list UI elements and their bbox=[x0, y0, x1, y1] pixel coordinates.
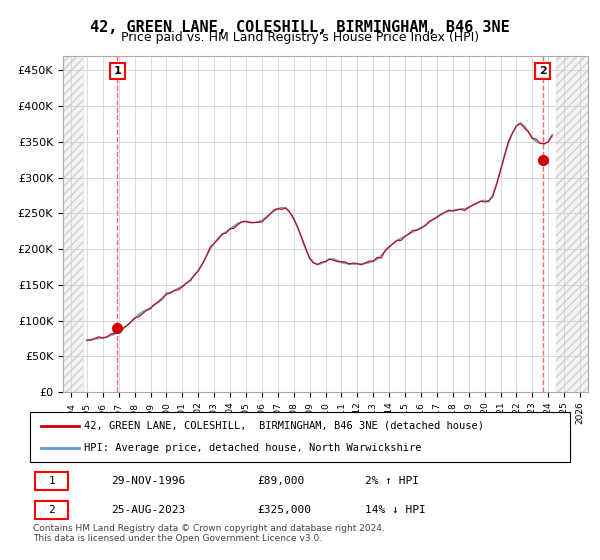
FancyBboxPatch shape bbox=[35, 501, 68, 519]
Text: 42, GREEN LANE, COLESHILL,  BIRMINGHAM, B46 3NE (detached house): 42, GREEN LANE, COLESHILL, BIRMINGHAM, B… bbox=[84, 421, 484, 431]
Text: 14% ↓ HPI: 14% ↓ HPI bbox=[365, 505, 425, 515]
FancyBboxPatch shape bbox=[35, 472, 68, 489]
Text: 2: 2 bbox=[539, 66, 547, 76]
Text: 1: 1 bbox=[113, 66, 121, 76]
Text: 25-AUG-2023: 25-AUG-2023 bbox=[111, 505, 185, 515]
Text: 1: 1 bbox=[48, 476, 55, 486]
Text: £325,000: £325,000 bbox=[257, 505, 311, 515]
Text: Contains HM Land Registry data © Crown copyright and database right 2024.
This d: Contains HM Land Registry data © Crown c… bbox=[33, 524, 385, 543]
Text: HPI: Average price, detached house, North Warwickshire: HPI: Average price, detached house, Nort… bbox=[84, 443, 421, 453]
Text: 29-NOV-1996: 29-NOV-1996 bbox=[111, 476, 185, 486]
FancyBboxPatch shape bbox=[30, 412, 570, 462]
Text: 2% ↑ HPI: 2% ↑ HPI bbox=[365, 476, 419, 486]
Text: 2: 2 bbox=[48, 505, 55, 515]
Bar bbox=[556, 56, 588, 392]
Bar bbox=[63, 56, 83, 392]
Text: 42, GREEN LANE, COLESHILL, BIRMINGHAM, B46 3NE: 42, GREEN LANE, COLESHILL, BIRMINGHAM, B… bbox=[90, 20, 510, 35]
Text: £89,000: £89,000 bbox=[257, 476, 304, 486]
Text: Price paid vs. HM Land Registry's House Price Index (HPI): Price paid vs. HM Land Registry's House … bbox=[121, 31, 479, 44]
